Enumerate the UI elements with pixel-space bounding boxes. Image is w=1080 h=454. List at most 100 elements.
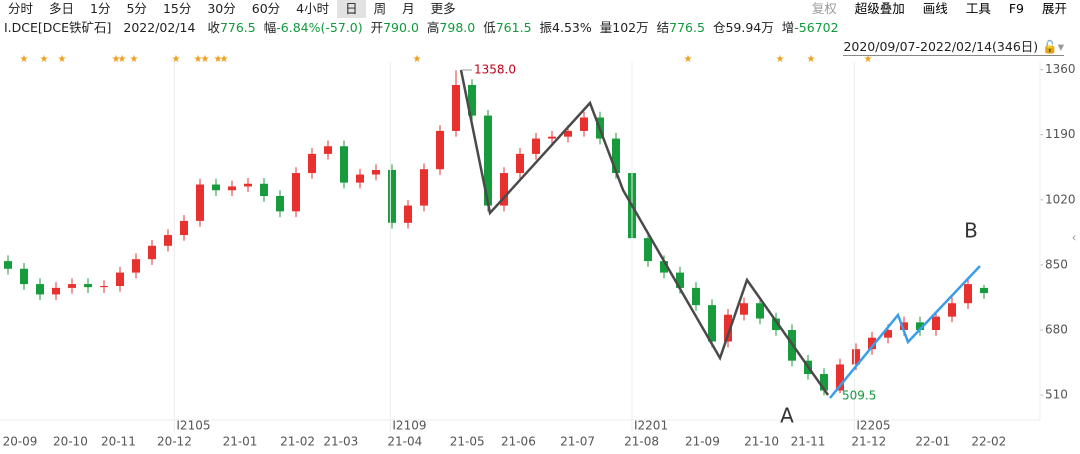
x-tick-label: 21-03 [323, 435, 358, 449]
quote-label: 振 [539, 20, 553, 35]
event-star: ★ [130, 54, 139, 65]
event-star: ★ [413, 54, 422, 65]
event-star: ★ [201, 54, 210, 65]
x-tick-label: 21-07 [560, 435, 595, 449]
quote-value: 798.0 [439, 20, 476, 35]
x-tick-label: 21-10 [744, 435, 779, 449]
tab[interactable]: 60分 [251, 1, 281, 16]
x-tick-label: 20-10 [53, 435, 88, 449]
toolbar: 分时 多日 1分 5分 15分 30分 60分 4小时日周月更多 [0, 0, 1080, 18]
event-star: ★ [118, 54, 127, 65]
y-tick-label: 850 [1045, 257, 1068, 271]
quote-item: 结776.5 [657, 20, 705, 35]
quote-item: 仓59.94万 [713, 20, 774, 35]
trend-line [459, 69, 830, 396]
tab[interactable]: 15分 [162, 1, 192, 16]
tab[interactable]: 周 [373, 1, 387, 16]
event-star: ★ [220, 54, 229, 65]
x-tick-label: 21-11 [791, 435, 826, 449]
x-tick-label: 21-08 [624, 435, 659, 449]
event-star: ★ [112, 54, 121, 65]
y-tick-label: 1360 [1045, 62, 1076, 76]
toolbar-button[interactable]: 展开 [1041, 1, 1067, 16]
quote-label: 高 [426, 20, 440, 35]
quote-value: -6.84%(-57.0) [276, 20, 363, 35]
quote-label: 低 [483, 20, 496, 35]
quote-value: 790.0 [383, 20, 419, 35]
quote-value: -56702 [794, 20, 839, 35]
event-star: ★ [40, 54, 49, 65]
event-star: ★ [776, 54, 785, 65]
event-star: ★ [58, 54, 67, 65]
contract-label: I2109 [392, 419, 426, 433]
event-star: ★ [214, 54, 223, 65]
x-tick-label: 21-04 [387, 435, 422, 449]
quote-value: 59.94万 [725, 20, 774, 35]
tab[interactable]: 月 [402, 1, 415, 16]
y-tick-label: 680 [1045, 323, 1068, 337]
quote-value: 761.5 [495, 20, 532, 35]
tab[interactable]: 多日 [49, 1, 75, 16]
contract-label: I2105 [176, 419, 210, 433]
tab[interactable]: 1分 [90, 1, 111, 16]
toolbar-button[interactable]: 超级叠加 [854, 1, 905, 16]
quote-value: 102万 [612, 20, 649, 35]
quote-label: 量 [599, 20, 613, 35]
collapse-icon[interactable]: ‹ [1072, 231, 1077, 245]
lock-icon: 🔓▾ [1042, 39, 1064, 54]
toolbar-button[interactable]: F9 [1008, 1, 1024, 16]
quote-value: 776.5 [669, 20, 705, 35]
marker-b: B [964, 219, 978, 243]
quote-value: 4.53% [552, 20, 592, 35]
event-star: ★ [684, 54, 693, 65]
tab[interactable]: 分时 [8, 1, 34, 16]
x-tick-label: 21-05 [450, 435, 485, 449]
x-tick-label: 20-12 [157, 435, 192, 449]
x-tick-label: 21-01 [223, 435, 258, 449]
x-tick-label: 22-02 [971, 435, 1006, 449]
date: 2022/02/14 [123, 20, 196, 35]
quote-item: 量102万 [600, 20, 649, 35]
y-tick-label: 510 [1045, 388, 1068, 402]
event-star: ★ [20, 54, 29, 65]
tab[interactable]: 4小时 [296, 1, 330, 16]
contract-label: I2205 [856, 419, 890, 433]
quote-value: 776.5 [219, 20, 256, 35]
toolbar-button[interactable]: 工具 [965, 1, 991, 16]
x-tick-label: 20-11 [101, 435, 136, 449]
date-range[interactable]: 2020/09/07-2022/02/14(346日) 🔓▾ [843, 36, 1064, 56]
quote-label: 仓 [712, 20, 726, 35]
quote-item: 增-56702 [782, 20, 839, 35]
tab[interactable]: 30分 [207, 1, 236, 16]
tab[interactable]: 日 [337, 0, 366, 18]
toolbar-button[interactable]: 画线 [922, 1, 948, 16]
quote-label: 收 [207, 20, 220, 35]
tab[interactable]: 更多 [430, 1, 456, 16]
toolbar-buttons: 复权 超级叠加 画线 工具 F9 展开 [803, 0, 1076, 18]
x-tick-label: 21-12 [851, 435, 886, 449]
quote-item: 振4.53% [540, 20, 592, 35]
quote-label: 开 [370, 20, 384, 35]
max-label: 1358.0 [474, 63, 516, 77]
tab[interactable]: 5分 [126, 1, 147, 16]
y-tick-label: 1020 [1045, 192, 1076, 206]
range-text: 2020/09/07-2022/02/14(346日) [843, 39, 1039, 54]
x-tick-label: 21-09 [685, 435, 720, 449]
x-tick-label: 21-06 [501, 435, 536, 449]
x-tick-label: 20-09 [3, 435, 38, 449]
event-star: ★ [194, 54, 203, 65]
event-star: ★ [172, 54, 181, 65]
event-star: ★ [807, 54, 816, 65]
x-tick-label: 21-02 [280, 435, 315, 449]
contract-label: I2201 [634, 419, 668, 433]
marker-a: A [780, 404, 794, 428]
toolbar-button[interactable]: 复权 [811, 1, 837, 16]
quote-item: 收776.5 [207, 20, 255, 35]
quote-item: 开790.0 [371, 20, 419, 35]
quote-line: I.DCE[DCE铁矿石] 2022/02/14 收776.5 幅-6.84%(-… [4, 17, 847, 36]
quote-label: 结 [656, 20, 670, 35]
quote-item: 幅-6.84%(-57.0) [264, 20, 363, 35]
quote-item: 低761.5 [483, 20, 531, 35]
